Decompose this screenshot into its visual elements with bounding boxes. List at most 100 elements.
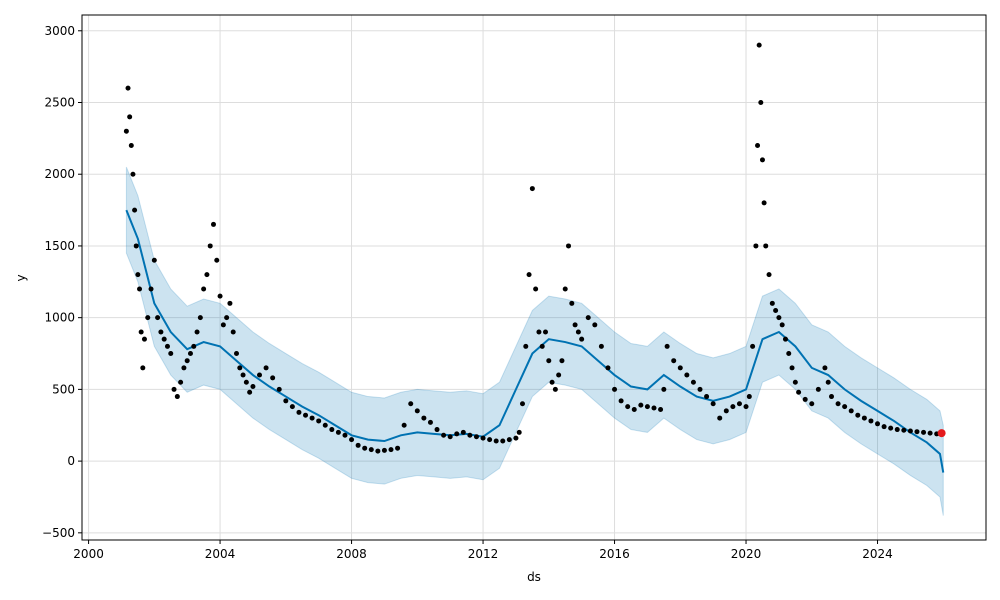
- observed-point: [598, 343, 604, 349]
- observed-point: [513, 435, 519, 441]
- grid-lines: [82, 15, 986, 540]
- observed-point: [178, 379, 184, 385]
- y-tick-label: 1500: [44, 239, 75, 253]
- observed-point: [289, 404, 295, 410]
- observed-point: [506, 437, 512, 443]
- observed-point: [493, 438, 499, 444]
- observed-point: [151, 257, 157, 263]
- observed-point: [441, 432, 447, 438]
- observed-point: [164, 343, 170, 349]
- observed-point: [137, 286, 143, 292]
- observed-point: [861, 415, 867, 421]
- observed-point: [802, 396, 808, 402]
- observed-point: [773, 307, 779, 313]
- observed-point: [710, 401, 716, 407]
- observed-point: [408, 401, 414, 407]
- observed-point: [569, 300, 575, 306]
- observed-point: [133, 243, 139, 249]
- observed-point: [736, 401, 742, 407]
- observed-point: [349, 437, 355, 443]
- observed-point: [881, 424, 887, 430]
- observed-point: [651, 405, 657, 411]
- observed-point: [759, 157, 765, 163]
- observed-point: [750, 343, 756, 349]
- observed-point: [187, 351, 193, 357]
- observed-point: [566, 243, 572, 249]
- observed-point: [316, 418, 322, 424]
- y-tick-label: 500: [52, 382, 75, 396]
- observed-point: [395, 445, 401, 451]
- observed-point: [523, 343, 529, 349]
- observed-point: [224, 315, 230, 321]
- observed-point: [234, 351, 240, 357]
- observed-point: [677, 365, 683, 371]
- observed-point: [171, 386, 177, 392]
- observed-point: [763, 243, 769, 249]
- latest-point-marker: [937, 429, 946, 438]
- observed-point: [704, 394, 710, 400]
- observed-point: [697, 386, 703, 392]
- observed-point: [135, 272, 141, 278]
- observed-point: [556, 372, 562, 378]
- observed-point: [276, 386, 282, 392]
- observed-point: [549, 379, 555, 385]
- observed-point: [717, 415, 723, 421]
- observed-point: [789, 365, 795, 371]
- observed-point: [184, 358, 190, 364]
- observed-point: [296, 409, 302, 415]
- observed-point: [375, 448, 381, 454]
- x-tick-label: 2012: [468, 547, 499, 561]
- observed-point: [210, 221, 216, 227]
- observed-point: [388, 447, 394, 453]
- observed-point: [214, 257, 220, 263]
- observed-point: [335, 429, 341, 435]
- observed-point: [132, 207, 138, 213]
- x-tick-label: 2016: [599, 547, 630, 561]
- observed-point: [168, 351, 174, 357]
- observed-point: [684, 372, 690, 378]
- observed-point: [243, 379, 249, 385]
- observed-point: [769, 300, 775, 306]
- observed-point: [227, 300, 233, 306]
- observed-point: [427, 419, 433, 425]
- observed-point: [572, 322, 578, 328]
- observed-point: [828, 394, 834, 400]
- observed-point: [671, 358, 677, 364]
- observed-point: [625, 404, 631, 410]
- observed-point: [766, 272, 772, 278]
- observed-point: [401, 422, 407, 428]
- observed-point: [539, 343, 545, 349]
- observed-point: [888, 425, 894, 431]
- observed-point: [546, 358, 552, 364]
- observed-point: [487, 437, 493, 443]
- observed-point: [529, 186, 535, 192]
- observed-point: [914, 429, 920, 435]
- observed-point: [467, 432, 473, 438]
- highlight-marker-layer: [937, 429, 946, 438]
- observed-point: [543, 329, 549, 335]
- observed-point: [148, 286, 154, 292]
- observed-point: [761, 200, 767, 206]
- observed-point: [894, 427, 900, 433]
- observed-point: [263, 365, 269, 371]
- observed-point: [220, 322, 226, 328]
- observed-point: [257, 372, 263, 378]
- observed-point: [141, 336, 147, 342]
- observed-point: [552, 386, 558, 392]
- observed-point: [848, 408, 854, 414]
- observed-point: [329, 427, 335, 433]
- observed-point: [194, 329, 200, 335]
- observed-point: [901, 427, 907, 433]
- x-axis-label: ds: [527, 570, 541, 584]
- y-tick-label: −500: [42, 526, 75, 540]
- observed-point: [562, 286, 568, 292]
- observed-point: [342, 432, 348, 438]
- observed-point: [822, 365, 828, 371]
- observed-point: [322, 422, 328, 428]
- observed-point: [815, 386, 821, 392]
- observed-point: [127, 114, 133, 120]
- observed-point: [368, 447, 374, 453]
- observed-point: [776, 315, 782, 321]
- observed-point: [658, 406, 664, 412]
- observed-point: [536, 329, 542, 335]
